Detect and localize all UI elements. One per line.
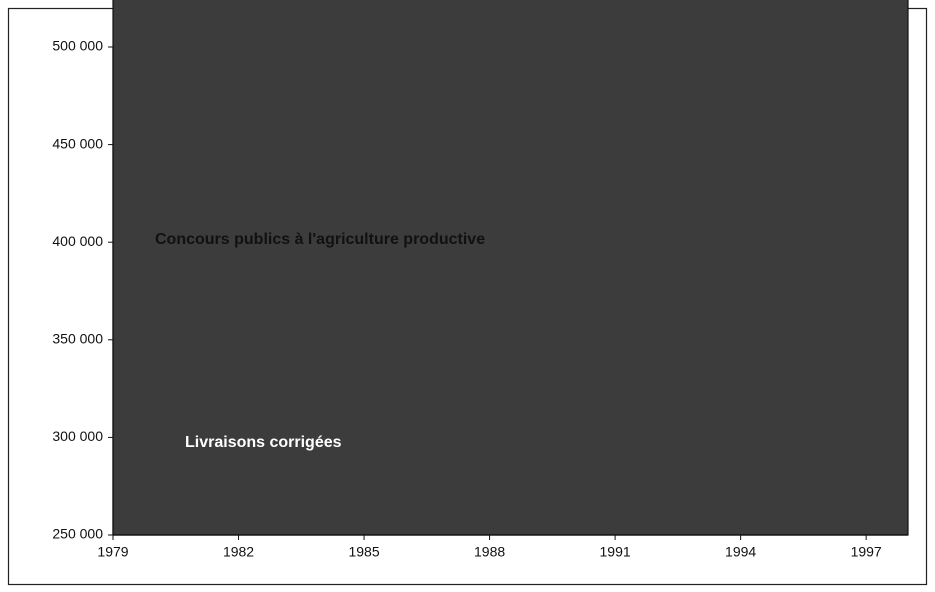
x-tick-label: 1997: [851, 544, 882, 560]
y-tick-label: 250 000: [52, 526, 103, 542]
x-tick-label: 1994: [725, 544, 756, 560]
x-tick-label: 1988: [474, 544, 505, 560]
x-tick-label: 1991: [600, 544, 631, 560]
y-tick-label: 500 000: [52, 38, 103, 54]
y-tick-label: 300 000: [52, 428, 103, 444]
series-label: Livraisons corrigées: [185, 434, 342, 451]
x-tick-label: 1982: [223, 544, 254, 560]
y-tick-label: 400 000: [52, 233, 103, 249]
area: [112, 0, 909, 536]
x-tick-label: 1985: [348, 544, 379, 560]
y-tick-label: 450 000: [52, 135, 103, 151]
series-label: Concours publics à l'agriculture product…: [155, 231, 485, 248]
y-tick-label: 350 000: [52, 331, 103, 347]
x-tick-label: 1979: [97, 544, 128, 560]
